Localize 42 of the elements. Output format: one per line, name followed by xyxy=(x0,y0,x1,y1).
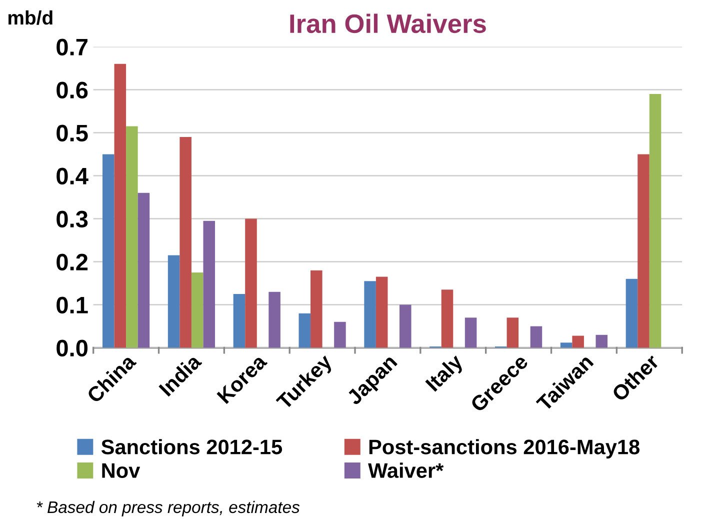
bar xyxy=(572,336,584,348)
bar xyxy=(441,290,454,348)
bar xyxy=(203,220,216,348)
bar xyxy=(298,313,311,348)
bar xyxy=(268,292,280,348)
legend-label: Post-sanctions 2016-May18 xyxy=(369,439,640,458)
bar xyxy=(364,281,376,348)
bar xyxy=(102,154,114,348)
bar xyxy=(596,334,608,348)
bar xyxy=(310,270,322,348)
bar xyxy=(530,326,542,348)
bar xyxy=(638,154,650,348)
y-tick-label: 0.3 xyxy=(56,210,88,228)
y-tick-label: 0.1 xyxy=(56,296,88,314)
bar xyxy=(464,318,477,348)
chart-title: Iran Oil Waivers xyxy=(290,14,486,34)
y-tick-label: 0.5 xyxy=(56,124,88,142)
bar xyxy=(399,304,412,348)
bar xyxy=(334,322,346,348)
bar xyxy=(560,342,572,348)
bar xyxy=(168,255,180,348)
legend-label: Nov xyxy=(102,463,140,478)
text: * Based on press reports, estimates xyxy=(36,500,300,516)
bar xyxy=(506,318,519,348)
bar xyxy=(138,192,150,348)
bar xyxy=(245,218,257,348)
y-axis-title: mb/d xyxy=(8,10,52,25)
bar xyxy=(233,294,246,348)
bar xyxy=(114,64,126,348)
bar xyxy=(180,137,192,348)
legend-label: Waiver* xyxy=(368,462,444,478)
y-tick-label: 0.0 xyxy=(56,340,88,357)
y-tick-label: 0.2 xyxy=(56,254,88,271)
bar xyxy=(126,126,138,348)
bar xyxy=(649,94,662,348)
y-tick-label: 0.7 xyxy=(56,38,88,56)
y-tick-label: 0.4 xyxy=(56,168,88,185)
bar xyxy=(376,276,388,348)
legend-label: Sanctions 2012-15 xyxy=(101,439,282,454)
bar xyxy=(191,272,204,348)
bar xyxy=(626,278,638,348)
y-tick-label: 0.6 xyxy=(56,82,88,98)
